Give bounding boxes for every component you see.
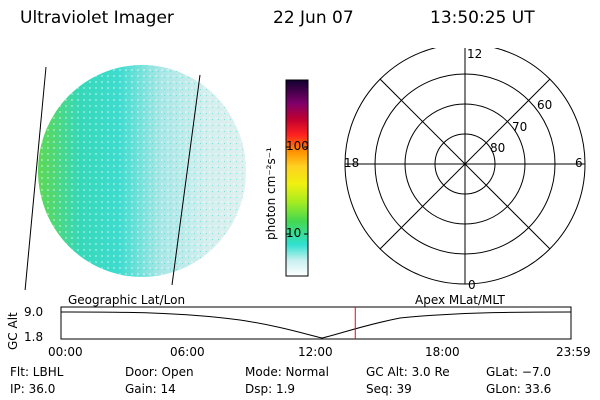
date-label: 22 Jun 07 — [273, 8, 354, 28]
time-tick-1800: 18:00 — [425, 345, 460, 359]
apex-label: Apex MLat/MLT — [415, 293, 505, 307]
filter-field: Flt: LBHL — [10, 365, 64, 379]
lat-label-60: 60 — [537, 98, 553, 112]
mlt-label-0: 0 — [468, 278, 476, 292]
longitude-line-left — [24, 66, 47, 290]
door-field: Door: Open — [125, 365, 194, 379]
mlt-label-6: 6 — [575, 156, 583, 170]
geographic-label: Geographic Lat/Lon — [68, 293, 186, 307]
glon-field: GLon: 33.6 — [486, 382, 552, 396]
altitude-timeline — [60, 306, 572, 340]
altitude-curve — [61, 311, 572, 339]
polar-plot — [344, 48, 586, 285]
lat-label-80: 80 — [490, 141, 506, 155]
mlt-label-12: 12 — [467, 47, 483, 61]
gain-field: Gain: 14 — [125, 382, 176, 396]
colorbar-tick-100: 100 — [286, 139, 309, 153]
mlt-label-18: 18 — [344, 156, 360, 170]
alt-tick-top: 9.0 — [24, 305, 44, 319]
time-label: 13:50:25 UT — [430, 8, 535, 28]
alt-tick-bottom: 1.8 — [24, 330, 44, 344]
time-tick-2359: 23:59 — [556, 345, 591, 359]
time-tick-1200: 12:00 — [298, 345, 333, 359]
colorbar-tick-10: 10 — [286, 226, 302, 240]
dsp-field: Dsp: 1.9 — [245, 382, 296, 396]
colorbar-label: photon cm⁻²s⁻¹ — [264, 147, 278, 240]
time-tick-0000: 00:00 — [48, 345, 83, 359]
earth-uv-image — [24, 65, 246, 290]
glat-field: GLat: −7.0 — [486, 365, 552, 379]
instrument-title: Ultraviolet Imager — [20, 8, 174, 28]
ip-field: IP: 36.0 — [10, 382, 56, 396]
lat-label-70: 70 — [512, 120, 528, 134]
seq-field: Seq: 39 — [366, 382, 412, 396]
time-tick-0600: 06:00 — [170, 345, 205, 359]
gc-alt-axis-title: GC Alt — [6, 312, 20, 350]
gc-alt-field: GC Alt: 3.0 Re — [366, 365, 450, 379]
colorbar — [285, 79, 309, 277]
mode-field: Mode: Normal — [245, 365, 329, 379]
longitude-line-right — [171, 74, 201, 286]
